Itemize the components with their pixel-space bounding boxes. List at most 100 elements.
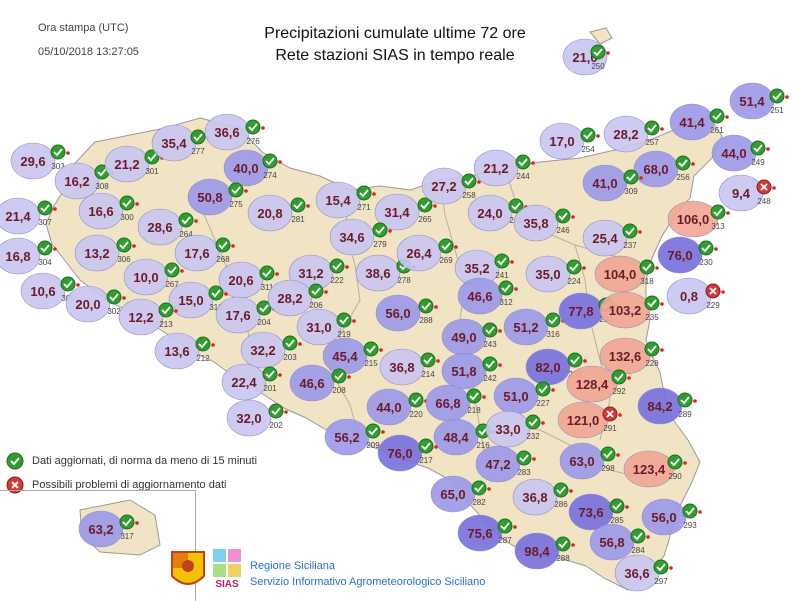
station-marker[interactable]: 25,4 237 bbox=[582, 219, 642, 257]
station-marker[interactable]: 36,8 286 bbox=[512, 478, 573, 516]
station-id: 311 bbox=[261, 283, 274, 292]
station-marker[interactable]: 76,0 217 bbox=[377, 434, 438, 472]
station-marker[interactable]: 51,2 316 bbox=[503, 308, 565, 346]
station-marker[interactable]: 10,0 267 bbox=[123, 258, 184, 296]
station-marker[interactable]: 56,0 288 bbox=[375, 294, 438, 332]
station-marker[interactable]: 48,4 216 bbox=[433, 418, 495, 456]
station-marker[interactable]: 132,6 228 bbox=[599, 337, 664, 375]
station-marker[interactable]: 46,6 208 bbox=[289, 364, 351, 402]
station-marker[interactable]: 51,4 251 bbox=[729, 82, 789, 120]
station-marker[interactable]: 51,8 242 bbox=[441, 352, 502, 390]
station-marker[interactable]: 76,0 230 bbox=[657, 236, 718, 274]
status-ok-icon bbox=[600, 446, 616, 462]
station-marker[interactable]: 103,2 235 bbox=[599, 291, 664, 329]
station-marker[interactable]: 75,6 287 bbox=[457, 514, 517, 552]
station-marker[interactable]: 63,0 298 bbox=[559, 442, 620, 480]
station-id: 274 bbox=[263, 171, 277, 180]
station-marker[interactable]: 41,0 309 bbox=[582, 164, 643, 202]
station-marker[interactable]: 44,0 220 bbox=[366, 388, 428, 426]
station-marker[interactable]: 49,0 243 bbox=[441, 318, 502, 356]
station-marker[interactable]: 28,6 264 bbox=[137, 208, 198, 246]
station-marker[interactable]: 98,4 288 bbox=[514, 532, 575, 570]
station-marker[interactable]: 17,6 268 bbox=[174, 234, 235, 272]
station-marker[interactable]: 106,0 313 bbox=[667, 200, 730, 238]
station-marker[interactable]: 20,8 281 bbox=[247, 194, 310, 232]
station-id: 212 bbox=[196, 354, 210, 363]
station-marker[interactable]: 35,8 246 bbox=[513, 204, 575, 242]
station-marker[interactable]: 73,6 285 bbox=[568, 493, 629, 531]
station-marker[interactable]: 0,8 229 bbox=[666, 277, 725, 315]
station-marker[interactable]: 63,2 317 bbox=[78, 510, 139, 548]
station-marker[interactable]: 9,4 248 bbox=[718, 174, 776, 212]
station-marker[interactable]: 13,6 212 bbox=[154, 332, 215, 370]
station-marker[interactable]: 34,6 279 bbox=[329, 218, 392, 256]
station-id: 228 bbox=[645, 359, 659, 368]
station-id: 304 bbox=[38, 258, 52, 267]
station-id: 235 bbox=[645, 313, 659, 322]
station-marker[interactable]: 21,4 307 bbox=[0, 197, 57, 235]
station-marker[interactable]: 46,6 312 bbox=[457, 277, 518, 315]
station-marker[interactable]: 22,4 201 bbox=[221, 363, 282, 401]
station-marker[interactable]: 21,2 244 bbox=[473, 149, 535, 187]
station-marker[interactable]: 26,4 269 bbox=[396, 234, 458, 272]
station-marker[interactable]: 17,6 204 bbox=[215, 296, 276, 334]
station-marker[interactable]: 66,8 218 bbox=[425, 384, 486, 422]
station-marker[interactable]: 65,0 282 bbox=[430, 475, 491, 513]
station-marker[interactable]: 13,2 306 bbox=[74, 234, 136, 272]
station-point bbox=[278, 160, 282, 164]
station-id: 312 bbox=[499, 298, 513, 307]
station-marker[interactable]: 32,0 202 bbox=[226, 399, 288, 437]
station-marker[interactable]: 36,8 214 bbox=[379, 348, 440, 386]
station-marker[interactable]: 123,4 290 bbox=[623, 450, 687, 488]
station-marker[interactable]: 33,0 232 bbox=[485, 410, 545, 448]
station-marker[interactable]: 41,4 261 bbox=[669, 103, 729, 141]
precipitation-value: 12,2 bbox=[128, 310, 153, 325]
station-marker[interactable]: 56,0 293 bbox=[641, 498, 702, 536]
station-marker[interactable]: 17,0 254 bbox=[539, 122, 600, 160]
station-marker[interactable]: 35,2 241 bbox=[454, 249, 514, 287]
station-marker[interactable]: 16,2 308 bbox=[54, 162, 114, 200]
station-marker[interactable]: 44,0 249 bbox=[711, 134, 770, 172]
status-ok-icon bbox=[60, 276, 76, 292]
status-ok-icon bbox=[580, 127, 596, 143]
station-marker[interactable]: 15,0 310 bbox=[168, 281, 228, 319]
station-marker[interactable]: 16,8 304 bbox=[0, 237, 57, 275]
station-marker[interactable]: 50,8 275 bbox=[187, 178, 248, 216]
station-marker[interactable]: 31,0 219 bbox=[296, 308, 356, 346]
station-marker[interactable]: 36,6 297 bbox=[614, 554, 673, 592]
station-marker[interactable]: 28,2 257 bbox=[603, 115, 664, 153]
station-marker[interactable]: 84,2 289 bbox=[637, 387, 697, 425]
station-marker[interactable]: 32,2 203 bbox=[240, 331, 302, 369]
station-marker[interactable]: 12,2 213 bbox=[118, 298, 178, 336]
station-marker[interactable]: 35,0 224 bbox=[525, 255, 586, 293]
station-marker[interactable]: 29,6 303 bbox=[10, 142, 70, 180]
station-marker[interactable]: 20,6 311 bbox=[218, 261, 279, 299]
precipitation-value: 51,4 bbox=[739, 94, 765, 109]
station-marker[interactable]: 28,2 206 bbox=[267, 279, 328, 317]
precipitation-bubble bbox=[123, 258, 169, 296]
station-marker[interactable]: 45,4 215 bbox=[322, 337, 383, 375]
station-marker[interactable]: 68,0 256 bbox=[633, 150, 695, 188]
station-marker[interactable]: 47,2 283 bbox=[475, 445, 536, 483]
station-marker[interactable]: 27,2 258 bbox=[421, 167, 481, 205]
station-id: 232 bbox=[526, 432, 540, 441]
station-marker[interactable]: 15,4 271 bbox=[315, 181, 376, 219]
station-marker[interactable]: 51,0 227 bbox=[493, 377, 555, 415]
precipitation-value: 36,6 bbox=[624, 566, 649, 581]
station-marker[interactable]: 104,0 318 bbox=[594, 255, 659, 293]
station-marker[interactable]: 31,2 222 bbox=[288, 254, 349, 292]
station-marker[interactable]: 21,2 301 bbox=[104, 145, 164, 183]
station-marker[interactable]: 20,0 302 bbox=[65, 285, 126, 323]
station-marker[interactable]: 31,4 265 bbox=[374, 193, 437, 231]
station-marker[interactable]: 35,4 277 bbox=[151, 124, 210, 162]
station-marker[interactable]: 56,8 284 bbox=[589, 523, 650, 561]
station-marker[interactable]: 40,0 274 bbox=[223, 149, 282, 187]
station-marker[interactable]: 128,4 292 bbox=[566, 365, 631, 403]
station-marker[interactable]: 36,6 276 bbox=[204, 113, 265, 151]
station-marker[interactable]: 16,6 300 bbox=[78, 192, 139, 230]
station-marker[interactable]: 56,2 209 bbox=[324, 418, 385, 456]
precipitation-value: 123,4 bbox=[633, 462, 666, 477]
precipitation-value: 36,8 bbox=[522, 490, 547, 505]
